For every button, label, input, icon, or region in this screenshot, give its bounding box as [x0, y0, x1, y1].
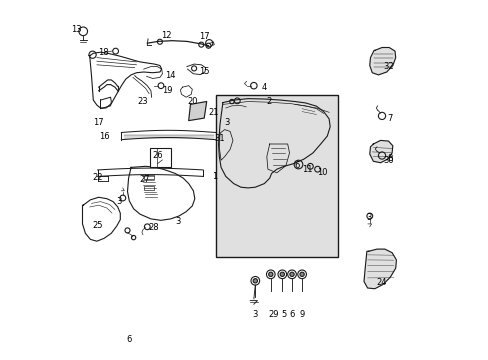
Text: 6: 6	[125, 335, 131, 344]
Bar	[150, 148, 171, 167]
Polygon shape	[363, 249, 396, 289]
Text: 5: 5	[281, 310, 286, 319]
Text: 24: 24	[375, 278, 386, 287]
Text: 8: 8	[386, 154, 392, 163]
Text: 11: 11	[302, 165, 312, 174]
Text: 10: 10	[316, 168, 326, 177]
Text: 4: 4	[262, 83, 267, 92]
Text: 6: 6	[289, 310, 294, 319]
Text: 19: 19	[162, 86, 172, 95]
Circle shape	[289, 272, 294, 276]
Text: 16: 16	[99, 132, 109, 141]
Text: 18: 18	[98, 48, 108, 57]
Circle shape	[253, 279, 257, 283]
Text: 14: 14	[165, 71, 176, 80]
Polygon shape	[188, 102, 206, 121]
Text: 9: 9	[299, 310, 304, 319]
Text: 30: 30	[383, 156, 393, 165]
Text: 13: 13	[71, 25, 81, 34]
Text: 29: 29	[267, 310, 278, 319]
Text: 2: 2	[265, 97, 271, 106]
Circle shape	[268, 272, 272, 276]
Bar	[216, 95, 337, 257]
Text: 25: 25	[93, 221, 103, 230]
Text: 3: 3	[224, 118, 229, 127]
Text: 28: 28	[148, 223, 159, 232]
Polygon shape	[369, 48, 395, 75]
Text: 3: 3	[116, 197, 122, 206]
Text: 15: 15	[199, 68, 209, 77]
Text: 27: 27	[139, 175, 149, 184]
Text: 22: 22	[93, 173, 103, 181]
Polygon shape	[369, 140, 392, 163]
Circle shape	[280, 272, 284, 276]
Text: 3: 3	[365, 213, 370, 222]
Text: 23: 23	[138, 97, 148, 106]
Text: 7: 7	[386, 114, 392, 123]
Bar	[143, 186, 153, 190]
Bar	[143, 175, 153, 179]
Text: 3: 3	[175, 217, 181, 226]
Text: 21: 21	[208, 108, 219, 117]
Text: 17: 17	[199, 32, 210, 41]
Text: 1: 1	[212, 172, 217, 181]
Text: 20: 20	[187, 97, 198, 106]
Text: 6: 6	[293, 161, 299, 170]
Text: 31: 31	[214, 134, 225, 143]
Text: 26: 26	[152, 151, 163, 160]
Text: 17: 17	[93, 118, 103, 127]
Text: 3: 3	[252, 310, 257, 319]
Text: 32: 32	[383, 62, 393, 71]
Text: 12: 12	[161, 31, 171, 40]
Circle shape	[299, 272, 304, 276]
